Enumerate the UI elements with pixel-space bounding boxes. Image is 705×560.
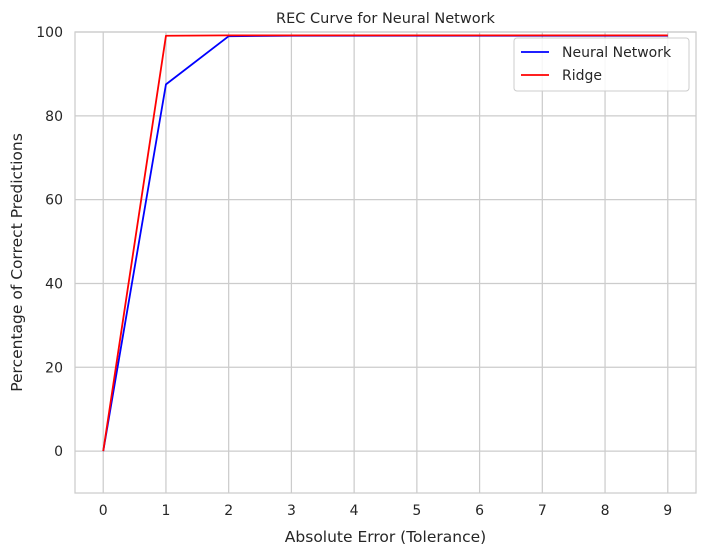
- x-tick-label: 3: [287, 503, 296, 519]
- y-tick-label: 60: [45, 193, 63, 209]
- chart-title: REC Curve for Neural Network: [276, 11, 495, 27]
- y-tick-labels: 0 20 40 60 80 100: [36, 25, 63, 460]
- x-tick-label: 9: [663, 503, 672, 519]
- legend-label-neural-network: Neural Network: [562, 45, 672, 61]
- x-tick-label: 2: [224, 503, 233, 519]
- y-axis-label: Percentage of Correct Predictions: [8, 133, 26, 392]
- y-tick-label: 40: [45, 276, 63, 292]
- x-tick-label: 7: [538, 503, 547, 519]
- x-tick-labels: 0 1 2 3 4 5 6 7 8 9: [99, 503, 672, 519]
- x-tick-label: 0: [99, 503, 108, 519]
- series-lines: [102, 34, 668, 452]
- x-tick-label: 8: [601, 503, 610, 519]
- plot-frame: [74, 31, 697, 494]
- legend: Neural Network Ridge: [513, 37, 690, 92]
- y-tick-label: 20: [45, 360, 63, 376]
- x-tick-label: 1: [161, 503, 170, 519]
- y-tick-label: 100: [36, 25, 63, 41]
- grid-lines: [75, 31, 696, 493]
- legend-box: [513, 37, 690, 92]
- x-tick-label: 4: [350, 503, 359, 519]
- x-tick-label: 6: [475, 503, 484, 519]
- x-axis-label: Absolute Error (Tolerance): [285, 528, 486, 546]
- y-tick-label: 0: [54, 444, 63, 460]
- legend-label-ridge: Ridge: [562, 68, 602, 84]
- series-line-ridge: [102, 34, 668, 452]
- plot-background: [75, 32, 696, 493]
- y-tick-label: 80: [45, 109, 63, 125]
- x-tick-label: 5: [412, 503, 421, 519]
